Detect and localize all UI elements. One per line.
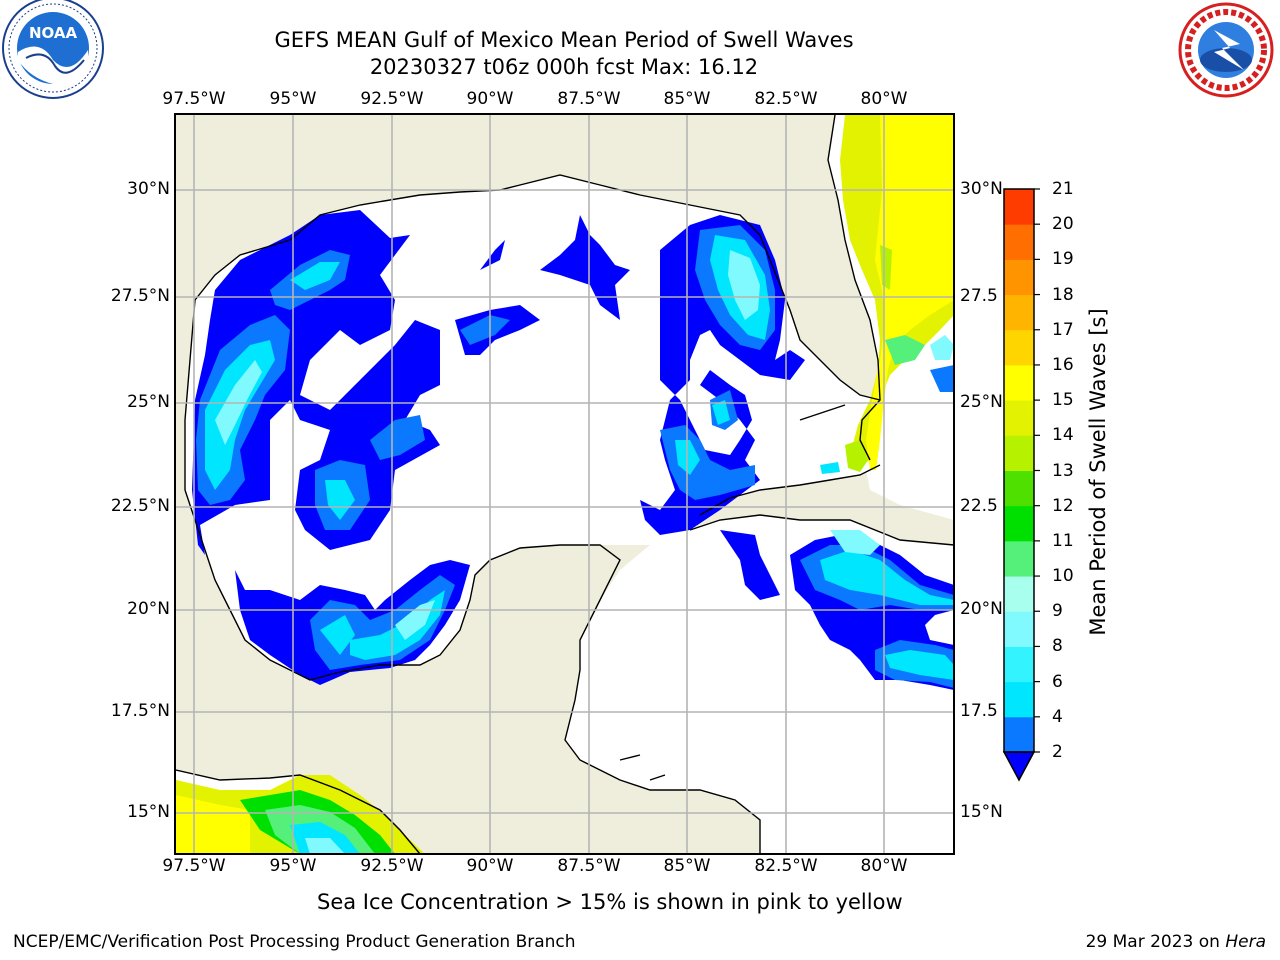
colorbar-tick-label: 14 (1052, 425, 1074, 446)
lat-label-right: 17.5 (960, 701, 998, 721)
colorbar-tick-label: 12 (1052, 495, 1074, 516)
lat-label-left: 20°N (127, 599, 170, 619)
lat-label-right: 15°N (960, 802, 1003, 822)
lon-label-top: 82.5°W (754, 89, 818, 109)
lon-label-top: 90°W (466, 89, 514, 109)
colorbar-tick-label: 2 (1052, 742, 1063, 762)
colorbar-segment (1004, 364, 1034, 401)
lon-label-bottom: 90°W (466, 856, 514, 876)
credit-line: NCEP/EMC/Verification Post Processing Pr… (13, 932, 576, 952)
colorbar-extend-arrow (1002, 751, 1036, 782)
noaa-logo: NOAA (2, 0, 104, 99)
lon-label-bottom: 80°W (860, 856, 908, 876)
lon-label-top: 92.5°W (360, 89, 424, 109)
colorbar-segment (1004, 505, 1034, 542)
lat-label-left: 30°N (127, 179, 170, 199)
colorbar-tick-label: 11 (1052, 530, 1074, 551)
colorbar-segment (1004, 400, 1034, 436)
colorbar-segment (1004, 294, 1034, 331)
colorbar-tick-label: 21 (1052, 179, 1074, 199)
colorbar-segment (1004, 716, 1034, 753)
lat-label-left: 27.5°N (110, 286, 170, 306)
lon-label-bottom: 92.5°W (360, 856, 424, 876)
colorbar-segment (1004, 646, 1034, 683)
colorbar-tick-label: 10 (1052, 566, 1074, 587)
colorbar-tick-label: 18 (1052, 284, 1074, 305)
colorbar-segment (1004, 189, 1034, 225)
date-text: 29 Mar 2023 on (1085, 932, 1226, 952)
colorbar-tick-label: 6 (1052, 671, 1063, 692)
host-name: Hera (1225, 932, 1266, 952)
colorbar-segment (1004, 540, 1034, 577)
colorbar-segment (1004, 681, 1034, 718)
lon-label-top: 87.5°W (557, 89, 621, 109)
graticule (176, 115, 954, 854)
map-frame (174, 113, 955, 855)
lon-label-bottom: 82.5°W (754, 856, 818, 876)
chart-subtitle: 20230327 t06z 000h fcst Max: 16.12 (369, 55, 759, 79)
colorbar-segment (1004, 224, 1034, 260)
lat-label-right: 20°N (960, 599, 1003, 619)
noaa-logo-text: NOAA (29, 24, 78, 42)
colorbar (1002, 188, 1040, 782)
colorbar-tick-label: 20 (1052, 214, 1074, 235)
colorbar-title: Mean Period of Swell Waves [s] (1086, 308, 1110, 636)
lat-label-right: 22.5 (960, 496, 998, 516)
lat-label-right: 30°N (960, 179, 1003, 199)
lon-label-top: 85°W (663, 89, 711, 109)
lat-label-right: 27.5 (960, 286, 998, 306)
coastlines (176, 115, 954, 854)
lon-label-top: 80°W (860, 89, 908, 109)
colorbar-tick-label: 9 (1052, 601, 1063, 622)
lon-label-bottom: 95°W (269, 856, 317, 876)
lat-label-left: 15°N (127, 802, 170, 822)
colorbar-segment (1004, 435, 1034, 471)
colorbar-segment (1004, 576, 1034, 612)
colorbar-segment (1004, 259, 1034, 296)
colorbar-tick-label: 16 (1052, 354, 1074, 375)
map-area (176, 115, 954, 854)
colorbar-segment (1004, 470, 1034, 507)
swell-atlantic-high (820, 115, 954, 474)
lat-label-left: 22.5°N (110, 496, 170, 516)
lon-label-bottom: 97.5°W (162, 856, 226, 876)
colorbar-tick-label: 8 (1052, 636, 1063, 657)
nws-logo (1178, 2, 1274, 98)
lon-label-top: 97.5°W (162, 89, 226, 109)
colorbar-tick-label: 15 (1052, 390, 1074, 411)
lon-label-top: 95°W (269, 89, 317, 109)
lat-label-left: 25°N (127, 392, 170, 412)
colorbar-segment (1004, 329, 1034, 366)
colorbar-segment (1004, 611, 1034, 647)
lat-label-right: 25°N (960, 392, 1003, 412)
chart-title: GEFS MEAN Gulf of Mexico Mean Period of … (274, 28, 854, 52)
sea-ice-note: Sea Ice Concentration > 15% is shown in … (317, 890, 903, 914)
colorbar-tick-label: 4 (1052, 706, 1063, 727)
colorbar-tick-label: 17 (1052, 319, 1074, 340)
lat-label-left: 17.5°N (110, 701, 170, 721)
lon-label-bottom: 87.5°W (557, 856, 621, 876)
date-line: 29 Mar 2023 on Hera (1086, 932, 1266, 952)
colorbar-tick-label: 19 (1052, 249, 1074, 270)
colorbar-tick-label: 13 (1052, 460, 1074, 481)
lon-label-bottom: 85°W (663, 856, 711, 876)
